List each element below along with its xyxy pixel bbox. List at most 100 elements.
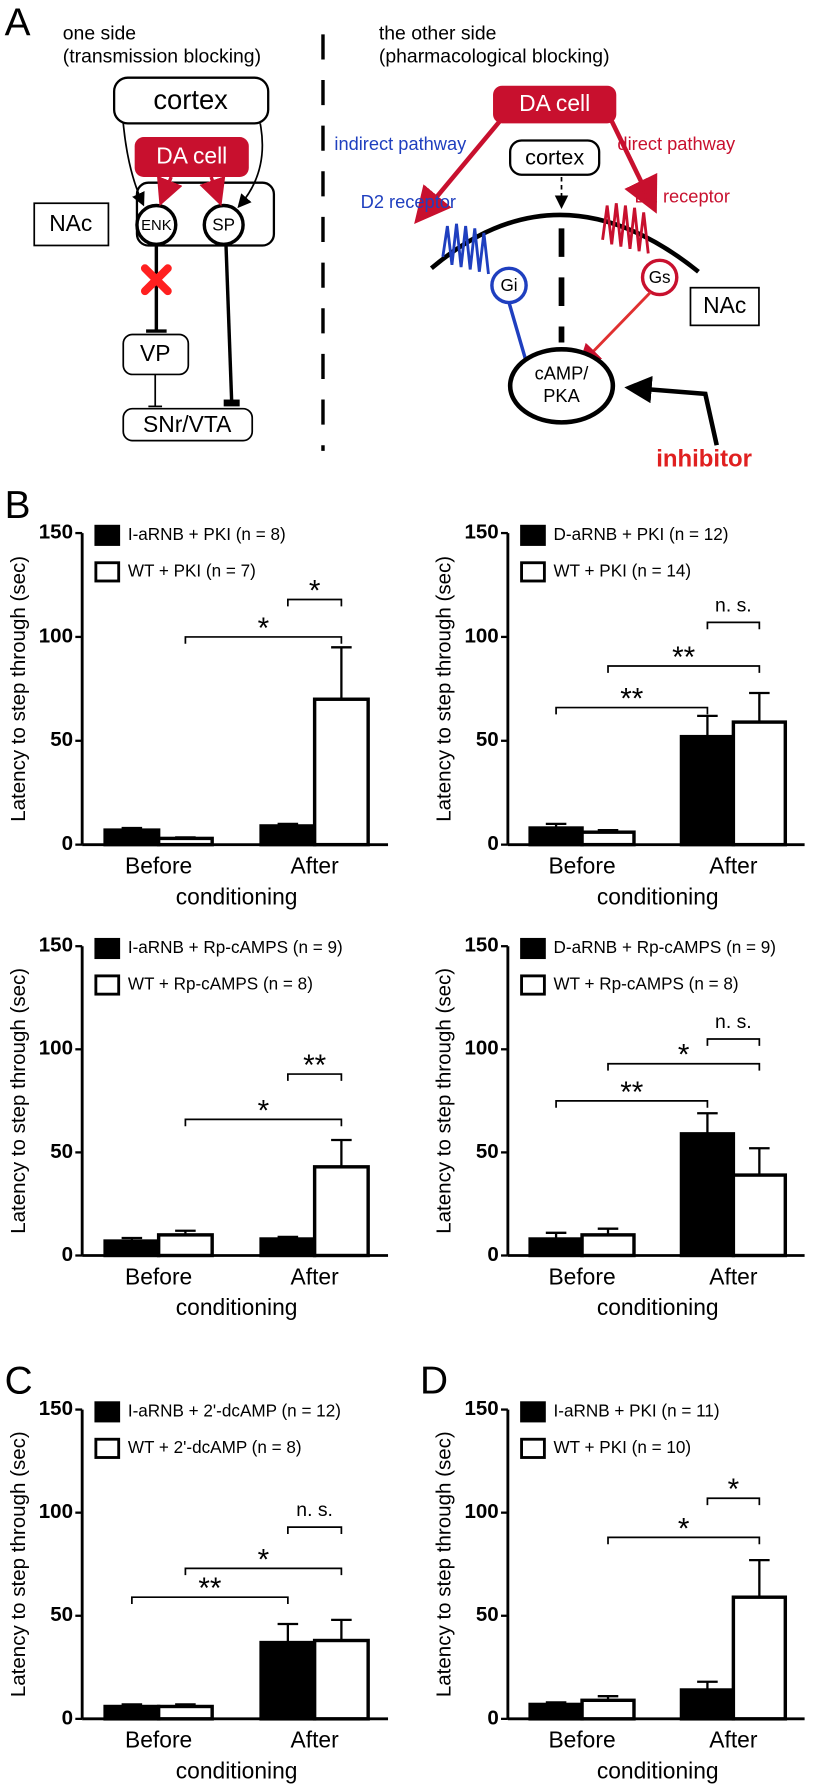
y-tick-label: 150 — [39, 934, 73, 957]
y-tick-label: 150 — [39, 1397, 73, 1420]
significance: n. s. — [715, 595, 752, 617]
legend-label: D-aRNB + PKI (n = 12) — [554, 525, 729, 544]
bar — [259, 1640, 317, 1721]
y-tick-label: 0 — [487, 832, 498, 855]
x-tick-label: After — [291, 1263, 340, 1289]
y-tick-label: 150 — [464, 1397, 498, 1420]
x-axis-label: conditioning — [597, 1294, 719, 1320]
y-tick-label: 0 — [487, 1243, 498, 1266]
significance: n. s. — [296, 1499, 333, 1521]
bar — [528, 1237, 584, 1258]
bar — [528, 826, 584, 847]
legend-swatch — [94, 1437, 121, 1459]
label: cAMP/ — [535, 362, 590, 383]
label: inhibitor — [656, 445, 752, 472]
node — [640, 258, 679, 297]
panel-label: A — [5, 1, 31, 44]
y-tick-label: 50 — [50, 1603, 73, 1626]
legend-swatch — [94, 974, 121, 996]
x-tick-label: Before — [548, 852, 615, 878]
x-tick-label: After — [291, 1727, 340, 1753]
significance: * — [678, 1512, 690, 1545]
bar — [259, 824, 317, 847]
significance: * — [258, 1094, 270, 1127]
block-mark — [140, 264, 172, 296]
significance: ** — [672, 641, 696, 674]
legend-label: I-aRNB + PKI (n = 11) — [554, 1401, 720, 1420]
arrow — [237, 123, 264, 209]
connector — [223, 399, 240, 407]
bar — [156, 1233, 214, 1258]
significance: * — [258, 1543, 270, 1576]
significance: ** — [198, 1572, 222, 1605]
x-tick-label: After — [709, 1263, 758, 1289]
chart: C Latency to step through (sec) 0 50 100 150 B… — [5, 1360, 389, 1784]
bracket — [184, 1567, 343, 1576]
legend-label: WT + PKI (n = 14) — [554, 561, 692, 580]
y-tick-label: 0 — [62, 832, 73, 855]
arrow — [122, 123, 145, 207]
bracket — [287, 598, 343, 607]
x-tick-label: Before — [548, 1727, 615, 1753]
x-tick-label: After — [709, 852, 758, 878]
x-tick-label: Before — [125, 852, 192, 878]
y-tick-label: 100 — [39, 624, 73, 647]
legend-label: D-aRNB + Rp-cAMPS (n = 9) — [554, 938, 776, 957]
bar — [528, 1702, 584, 1721]
box — [134, 137, 249, 177]
title: (pharmacological blocking) — [379, 45, 610, 67]
y-tick-label: 50 — [50, 728, 73, 751]
y-tick-label: 0 — [62, 1243, 73, 1266]
label: PKA — [543, 385, 580, 406]
arrow — [624, 375, 719, 446]
chart: B Latency to step through (sec) 0 50 100 150 B… — [5, 484, 389, 909]
legend-swatch — [520, 1401, 546, 1423]
y-tick-label: 150 — [39, 520, 73, 543]
label: SNr/VTA — [143, 411, 232, 437]
y-tick-label: 50 — [476, 1140, 499, 1163]
y-tick-label: 50 — [50, 1140, 73, 1163]
x-axis-label: conditioning — [597, 883, 719, 909]
x-tick-label: Before — [548, 1263, 615, 1289]
legend-label: WT + Rp-cAMPS (n = 8) — [128, 975, 313, 994]
bar — [103, 1239, 161, 1258]
panel-label: C — [5, 1360, 33, 1403]
panel-label: B — [5, 484, 31, 527]
label: direct pathway — [617, 133, 736, 154]
significance: ** — [620, 1076, 644, 1109]
legend-swatch — [520, 974, 546, 996]
label: Gi — [500, 276, 517, 295]
bar — [679, 734, 736, 847]
label: indirect pathway — [334, 133, 467, 154]
bracket — [555, 1099, 709, 1108]
connector — [507, 302, 529, 366]
box — [33, 202, 110, 247]
label: cortex — [153, 84, 228, 115]
bar — [731, 720, 788, 847]
receptor — [441, 223, 490, 275]
bar — [580, 1233, 636, 1258]
chart: Latency to step through (sec) 0 50 100 150 Be… — [433, 520, 805, 909]
y-axis-label: Latency to step through (sec) — [433, 1431, 456, 1697]
box — [493, 85, 617, 124]
label: NAc — [703, 292, 746, 318]
label: D2 receptor — [361, 191, 456, 212]
title: (transmission blocking) — [63, 45, 261, 67]
significance: * — [728, 1473, 740, 1506]
bracket — [706, 1038, 761, 1046]
x-axis-label: conditioning — [176, 883, 298, 909]
chart: D Latency to step through (sec) 0 50 100 150 B… — [420, 1360, 805, 1784]
bar — [679, 1688, 736, 1721]
node — [507, 347, 616, 425]
bracket — [555, 706, 709, 715]
x-axis-label: conditioning — [597, 1758, 719, 1784]
bar — [679, 1132, 736, 1258]
bracket — [607, 665, 761, 673]
significance: * — [309, 575, 321, 608]
x-tick-label: After — [291, 852, 340, 878]
y-tick-label: 0 — [62, 1706, 73, 1729]
significance: ** — [303, 1049, 327, 1082]
bar — [312, 1165, 370, 1258]
x-tick-label: Before — [125, 1727, 192, 1753]
